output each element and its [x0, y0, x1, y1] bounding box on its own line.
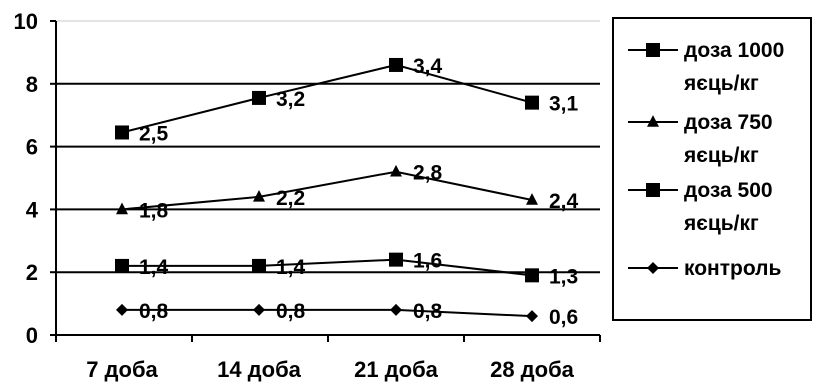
- data-point-marker: [116, 202, 128, 215]
- x-tick-label: 28 доба: [490, 357, 575, 382]
- data-point-marker: [647, 115, 659, 127]
- legend-box: [612, 17, 812, 321]
- data-point-marker: [252, 258, 266, 273]
- data-label: 3,1: [549, 93, 579, 116]
- legend-label: яєць/кг: [683, 212, 759, 235]
- series-line: [122, 308, 533, 318]
- y-tick-label: 4: [26, 197, 39, 222]
- data-point-marker: [646, 43, 660, 57]
- data-point-marker: [252, 90, 266, 105]
- data-label: 2,4: [549, 190, 579, 213]
- y-tick-label: 6: [26, 135, 38, 160]
- series-group: 2,53,23,43,11,82,22,82,41,4 1,4 1,61,30,8 0…: [115, 55, 579, 329]
- y-tick-label: 10: [14, 9, 38, 34]
- data-point-marker: [253, 303, 265, 316]
- y-tick-label: 2: [26, 260, 38, 285]
- legend: доза 1000 яєць/кг доза 750 яєць/кг доза 500 я…: [612, 17, 812, 321]
- series-2: 1,8 2,2 2,8 2,4: [116, 162, 579, 222]
- series-line: [121, 63, 533, 134]
- gridlines: [56, 20, 600, 274]
- series-4: 0,8 0,8 0,8 0,6: [116, 300, 578, 329]
- data-label: 0,8: [139, 300, 169, 323]
- x-tick-label: 21 доба: [354, 357, 439, 382]
- y-tick-label: 0: [26, 323, 38, 348]
- series-line: [121, 170, 533, 211]
- data-label: 3,4: [413, 55, 443, 78]
- data-label: 2,8: [413, 162, 443, 185]
- y-tick-label: 8: [26, 72, 38, 97]
- data-point-marker: [390, 303, 402, 316]
- data-point-marker: [389, 252, 403, 267]
- data-label: 0,6: [549, 306, 578, 329]
- data-point-marker: [525, 95, 539, 110]
- legend-entry-3: доза 500 яєць/кг: [628, 179, 773, 235]
- data-label: 0,8: [276, 300, 306, 323]
- data-label: 1,3: [549, 265, 578, 288]
- data-point-marker: [253, 189, 265, 202]
- series-1: 2,5 3,2 3,4 3,1: [115, 55, 579, 145]
- data-point-marker: [116, 303, 128, 316]
- data-label: 2,2: [276, 187, 305, 210]
- data-point-marker: [115, 258, 129, 273]
- data-point-marker: [390, 164, 402, 177]
- legend-label: яєць/кг: [683, 72, 759, 95]
- data-label: 3,2: [276, 88, 305, 111]
- data-point-marker: [115, 125, 129, 140]
- series-3: 1,4 1,4 1,6 1,3: [115, 250, 578, 288]
- legend-label: контроль: [684, 257, 782, 280]
- data-label: 1,4: [139, 256, 169, 279]
- data-point-marker: [525, 268, 539, 283]
- data-label: 2,5: [139, 122, 169, 145]
- axes: 0 2 4 6 8 10 7 доба 14 доба 21 доба 28 доба: [14, 9, 601, 382]
- data-label: 1,8: [139, 199, 169, 222]
- data-point-marker: [647, 262, 659, 274]
- data-label: 0,8: [413, 300, 443, 323]
- legend-entry-1: доза 1000 яєць/кг: [628, 39, 784, 95]
- x-tick-label: 14 доба: [217, 357, 302, 382]
- series-line: [122, 258, 533, 277]
- data-point-marker: [526, 310, 538, 323]
- legend-entry-2: доза 750 яєць/кг: [628, 111, 773, 167]
- data-point-marker: [646, 183, 660, 197]
- data-point-marker: [389, 57, 403, 72]
- x-tick-label: 7 доба: [86, 357, 158, 382]
- legend-label: доза 750: [684, 111, 773, 134]
- data-label: 1,6: [413, 250, 442, 273]
- legend-label: доза 500: [684, 179, 773, 202]
- legend-label: яєць/кг: [683, 144, 759, 167]
- legend-label: доза 1000: [684, 39, 784, 62]
- legend-entry-4: контроль: [628, 257, 782, 280]
- data-label: 1,4: [276, 256, 306, 279]
- data-point-marker: [526, 193, 538, 205]
